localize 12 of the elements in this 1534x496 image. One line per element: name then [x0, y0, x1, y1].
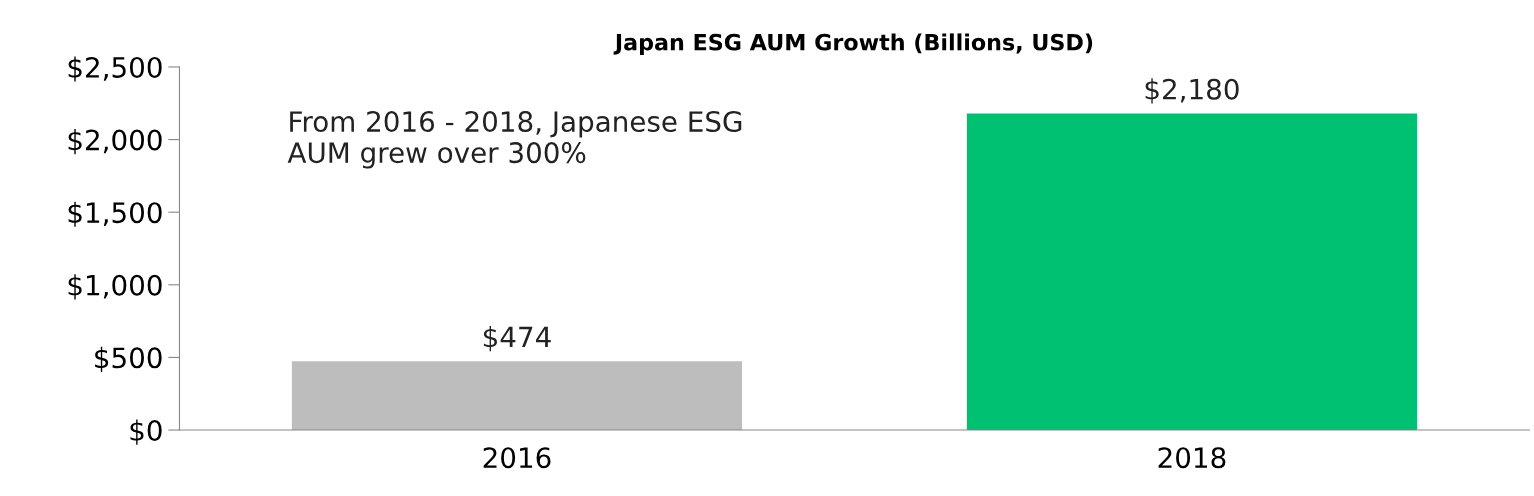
- y-tick-label: $2,000: [68, 129, 162, 155]
- x-tick-label: 2016: [483, 447, 551, 469]
- y-tick-label: $0: [130, 419, 162, 445]
- y-tick-label: $2,500: [68, 56, 162, 82]
- data-label: $2,180: [1145, 78, 1239, 104]
- y-tick-label: $1,500: [68, 201, 162, 227]
- y-tick-label: $500: [95, 346, 162, 373]
- annotation: From 2016 - 2018, Japanese ESG AUM grew over 300%: [287, 111, 742, 169]
- chart-title: Japan ESG AUM Growth (Billions, USD): [613, 33, 1093, 55]
- data-label: $474: [483, 325, 551, 352]
- x-tick-label: 2018: [1158, 447, 1226, 469]
- y-tick-label: $1,000: [68, 274, 162, 300]
